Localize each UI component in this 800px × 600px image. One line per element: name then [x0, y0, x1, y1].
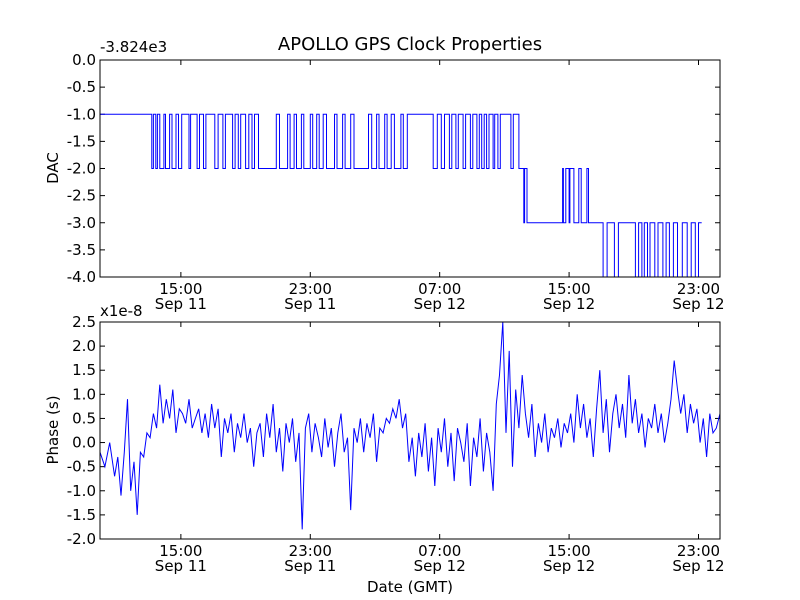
x-axis-label: Date (GMT) — [367, 578, 453, 596]
phase-ytick-label: 0.5 — [72, 409, 96, 427]
dac-xtick-time: 07:00 — [418, 280, 461, 298]
dac-ytick-label: -3.0 — [67, 214, 96, 232]
dac-ytick-label: -1.0 — [67, 105, 96, 123]
dac-offset-label: -3.824e3 — [100, 38, 167, 56]
phase-ytick-label: 2.0 — [72, 337, 96, 355]
phase-xtick-date: Sep 12 — [672, 557, 724, 575]
dac-xtick-time: 23:00 — [289, 280, 332, 298]
phase-ytick-label: 1.5 — [72, 361, 96, 379]
phase-xtick-date: Sep 12 — [414, 557, 466, 575]
dac-xtick-date: Sep 12 — [672, 295, 724, 313]
dac-ytick-label: -2.5 — [67, 187, 96, 205]
phase-xtick-time: 15:00 — [159, 542, 202, 560]
phase-ytick-label: -0.5 — [67, 458, 96, 476]
phase-ytick-label: -1.5 — [67, 506, 96, 524]
dac-xtick-date: Sep 12 — [543, 295, 595, 313]
dac-ytick-label: -4.0 — [67, 268, 96, 286]
phase-axes-frame — [99, 321, 721, 540]
phase-ytick-label: -1.0 — [67, 482, 96, 500]
phase-xtick-date: Sep 11 — [155, 557, 207, 575]
phase-ytick-label: -2.0 — [67, 530, 96, 548]
phase-ytick-label: 0.0 — [72, 434, 96, 452]
dac-ytick-label: 0.0 — [72, 51, 96, 69]
phase-ytick-label: 1.0 — [72, 385, 96, 403]
phase-xtick-date: Sep 11 — [284, 557, 336, 575]
dac-panel: -3.824e3 DAC 0.0 -0.5 -1.0 -1.5 -2.0 -2.5 -3.0… — [44, 38, 725, 313]
phase-xtick-time: 15:00 — [547, 542, 590, 560]
phase-xtick-date: Sep 12 — [543, 557, 595, 575]
dac-xtick-date: Sep 11 — [284, 295, 336, 313]
phase-panel: x1e-8 Phase (s) 2.5 2.0 1.5 1.0 0.5 0.0 -0.5 -1… — [44, 302, 725, 575]
phase-xtick-time: 23:00 — [677, 542, 720, 560]
dac-xtick-date: Sep 12 — [414, 295, 466, 313]
dac-ytick-label: -0.5 — [67, 78, 96, 96]
chart-title: APOLLO GPS Clock Properties — [278, 34, 542, 55]
dac-ylabel: DAC — [44, 152, 62, 184]
dac-axes-frame — [99, 59, 721, 278]
dac-ytick-label: -1.5 — [67, 132, 96, 150]
dac-xtick-date: Sep 11 — [155, 295, 207, 313]
phase-series-line — [99, 321, 721, 530]
dac-xtick-time: 15:00 — [159, 280, 202, 298]
phase-xtick-time: 23:00 — [289, 542, 332, 560]
phase-ytick-label: 2.5 — [72, 313, 96, 331]
dac-xtick-time: 15:00 — [547, 280, 590, 298]
phase-xtick-time: 07:00 — [418, 542, 461, 560]
dac-xtick-time: 23:00 — [677, 280, 720, 298]
phase-offset-label: x1e-8 — [100, 302, 143, 320]
dac-ytick-label: -3.5 — [67, 241, 96, 259]
dac-series-line — [100, 113, 702, 278]
phase-ylabel: Phase (s) — [44, 395, 62, 464]
dac-ytick-label: -2.0 — [67, 160, 96, 178]
